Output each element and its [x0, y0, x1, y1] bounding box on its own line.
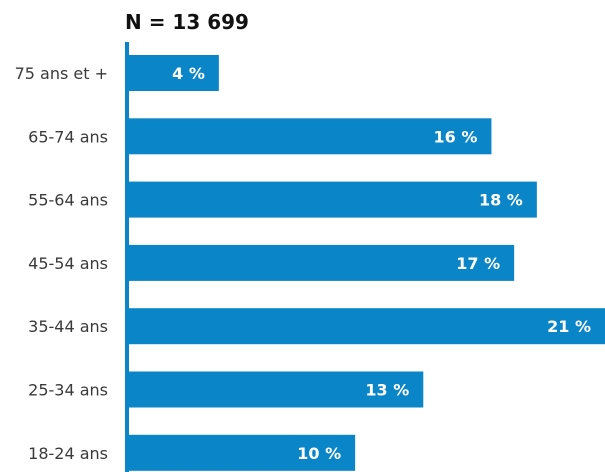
bar-value-label-6: 10 % — [297, 444, 341, 463]
bar-3 — [128, 244, 515, 281]
category-label-5: 25-34 ans — [28, 381, 108, 400]
bar-value-label-3: 17 % — [456, 254, 500, 273]
bar-6 — [128, 434, 356, 471]
bars-group: 4 % 75 ans et + 16 % 65-74 ans 18 % 55-64 ans… — [15, 55, 605, 471]
chart-title: N = 13 699 — [125, 10, 249, 34]
bar-5 — [128, 371, 424, 408]
category-label-4: 35-44 ans — [28, 317, 108, 336]
category-label-0: 75 ans et + — [15, 64, 108, 83]
bar-0 — [128, 55, 219, 91]
category-label-1: 65-74 ans — [28, 127, 108, 146]
bar-value-label-1: 16 % — [434, 127, 478, 146]
bar-value-label-2: 18 % — [479, 191, 523, 210]
bar-4 — [128, 308, 605, 345]
bar-2 — [128, 181, 537, 218]
bar-1 — [128, 118, 492, 155]
category-label-2: 55-64 ans — [28, 191, 108, 210]
bar-value-label-4: 21 % — [547, 317, 591, 336]
bar-value-label-5: 13 % — [365, 381, 409, 400]
category-label-3: 45-54 ans — [28, 254, 108, 273]
category-label-6: 18-24 ans — [28, 444, 108, 463]
bar-value-label-0: 4 % — [172, 64, 205, 83]
